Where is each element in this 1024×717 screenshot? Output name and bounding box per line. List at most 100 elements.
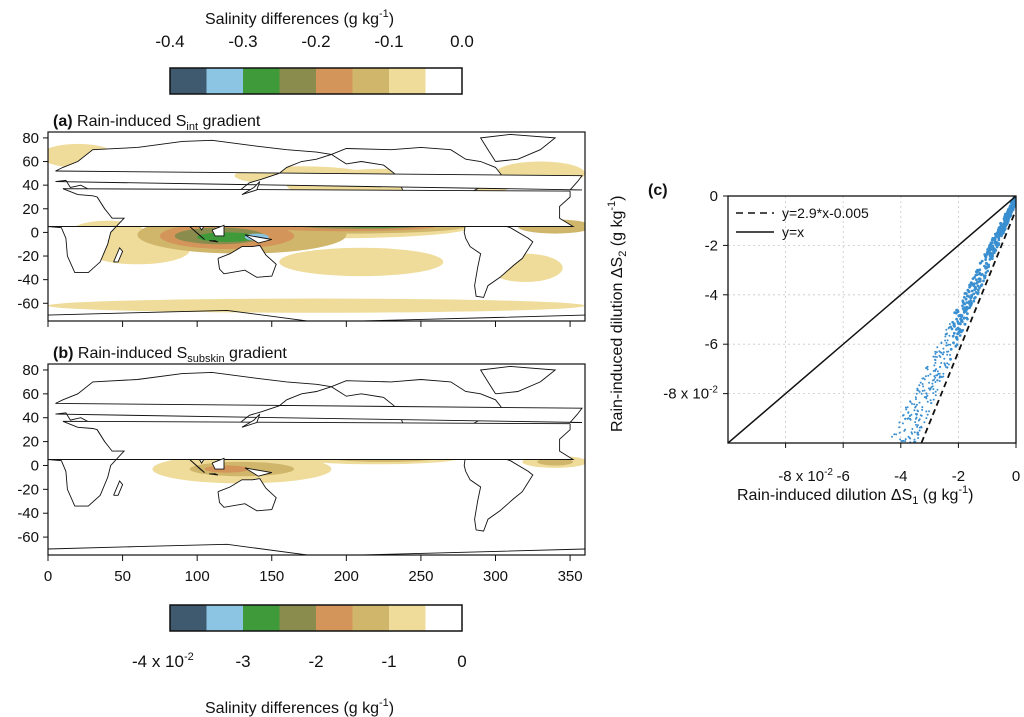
scatter-point (997, 236, 1001, 240)
scatter-point (832, 611, 834, 613)
scatter-point (945, 341, 948, 344)
scatter-point (833, 605, 835, 607)
colorbar-bottom-tick-label: -2 (308, 652, 323, 671)
coastline (241, 181, 261, 196)
coastline (209, 473, 219, 476)
scatter-point (972, 299, 976, 303)
scatter-point (965, 301, 969, 304)
scatter-point (939, 356, 942, 358)
scatter-point (949, 347, 953, 351)
scatter-point (919, 381, 922, 384)
x-tick-label: 200 (334, 568, 359, 585)
scatter-point (906, 406, 909, 409)
scatter-point (991, 244, 995, 248)
scatter-point (993, 239, 997, 243)
scatter-point (1005, 213, 1009, 217)
y-tick-label: -4 (705, 287, 718, 304)
scatter-point (947, 363, 950, 366)
scatter-point (879, 507, 881, 509)
scatter-point (858, 515, 860, 517)
scatter-point (924, 375, 927, 378)
scatter-point (841, 590, 843, 592)
scatter-point (918, 384, 921, 387)
scatter-point (940, 375, 943, 378)
scatter-point (990, 256, 994, 260)
y-tick-label: -8 x 10-2 (663, 385, 718, 403)
scatter-point (934, 355, 937, 358)
scatter-point (980, 273, 983, 277)
scatter-point (844, 593, 846, 595)
colorbar-swatch (243, 68, 280, 94)
scatter-point (850, 593, 852, 595)
scatter-point (844, 552, 846, 554)
scatter-point (897, 459, 899, 461)
scatter-point (842, 583, 844, 585)
scatter-point (856, 536, 858, 538)
scatter-point (831, 611, 833, 613)
scatter-point (857, 563, 859, 565)
scatter-point (946, 353, 949, 356)
colorbar-top-tick-label: -0.2 (301, 32, 330, 51)
x-tick-label: -6 (837, 468, 850, 485)
scatter-point (1000, 234, 1003, 238)
scatter-point (870, 520, 872, 522)
scatter-point (918, 401, 921, 404)
scatter-point (837, 543, 839, 545)
scatter-point (876, 521, 878, 523)
scatter-point (932, 355, 935, 358)
scatter-point (835, 562, 837, 564)
scatter-point (987, 263, 991, 267)
colorbar-swatch (279, 68, 317, 94)
scatter-point (913, 438, 916, 441)
colorbar-bottom-tick-label: 0 (457, 652, 466, 671)
scatter-point (945, 344, 948, 347)
colorbar-swatch (279, 605, 317, 631)
scatter-point (839, 615, 841, 617)
scatter-point (963, 306, 967, 309)
colorbar-swatch (243, 605, 280, 631)
scatter-point (951, 320, 955, 324)
colorbar-swatch (389, 605, 426, 631)
scatter-point (857, 520, 859, 522)
scatter-point (986, 269, 990, 273)
scatter-point (861, 551, 863, 553)
scatter-point (969, 296, 973, 300)
scatter-point (921, 406, 924, 409)
scatter-point (864, 530, 866, 532)
scatter-point (908, 447, 910, 449)
scatter-point (859, 551, 861, 553)
coastline (48, 188, 575, 274)
scatter-point (973, 276, 976, 279)
scatter-point (933, 375, 936, 378)
scatter-point (973, 297, 976, 300)
coastline (217, 244, 277, 278)
colorbar-frame (169, 604, 463, 632)
scatter-point (856, 567, 858, 569)
scatter-point (907, 435, 910, 438)
scatter-point (834, 565, 836, 567)
coastline (189, 226, 205, 240)
scatter-point (857, 545, 859, 547)
scatter-point (936, 379, 939, 382)
scatter-point (859, 576, 861, 578)
scatter-point (934, 350, 937, 353)
scatter-point (832, 640, 834, 642)
scatter-point (970, 289, 974, 293)
scatter-point (918, 426, 921, 429)
x-tick-label: 150 (259, 568, 284, 585)
panel-c: (c) -8 x 10-2 -6 -4 -2 00-2-4-6-8 x 10-2y=2.… (606, 182, 1020, 642)
scatter-point (948, 334, 951, 337)
scatter-point (914, 421, 917, 424)
scatter-point (877, 464, 879, 466)
scatter-point (840, 551, 842, 553)
colorbar-swatch (352, 605, 390, 631)
salinity-region (279, 247, 444, 277)
colorbar-bottom: -4 x 10-2 -3 -2 -1 0 Salinity differences (g… (132, 604, 467, 717)
x-tick-label: 100 (185, 568, 210, 585)
scatter-point (918, 429, 921, 432)
y-tick-label: 40 (22, 177, 39, 194)
scatter-point (862, 570, 864, 572)
scatter-point (850, 598, 852, 600)
scatter-point (850, 594, 852, 596)
